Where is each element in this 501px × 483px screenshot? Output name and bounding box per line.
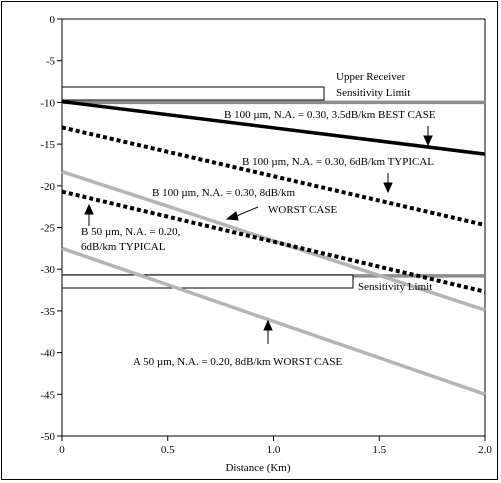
series-line-b100-typical — [61, 125, 486, 227]
upper-limit-label-box — [61, 86, 325, 101]
annotation-b100-worst-2: WORST CASE — [268, 204, 337, 216]
arrow-b100-typical — [383, 173, 393, 194]
arrow-a50-worst — [263, 319, 273, 344]
annotation-b100-worst-1: B 100 µm, N.A. = 0.30, 8dB/km — [152, 187, 295, 199]
y-tick-label: -40 — [40, 348, 55, 360]
arrow-b50-typical — [84, 203, 94, 226]
series-line-b50-typical — [61, 189, 486, 294]
x-tick-label: 1.5 — [372, 444, 386, 456]
y-ticks: 0 -5 -10 -15 -20 -25 -30 -35 -40 -45 -50 — [40, 14, 62, 443]
x-tick-label: 0 — [59, 444, 65, 456]
annotation-a50-worst: A 50 µm, N.A. = 0.20, 8dB/km WORST CASE — [133, 356, 343, 368]
series-lines — [61, 99, 486, 396]
upper-limit-label-2: Sensitivity Limit — [336, 87, 410, 99]
x-ticks: 0 0.5 1.0 1.5 2.0 — [59, 436, 492, 456]
y-tick-label: 0 — [50, 14, 56, 26]
sensitivity-limit-label-box — [61, 274, 354, 289]
annotation-b100-typical: B 100 µm, N.A. = 0.30, 6dB/km TYPICAL — [242, 156, 434, 168]
upper-limit-label-1: Upper Receiver — [336, 71, 406, 83]
x-tick-label: 2.0 — [478, 444, 492, 456]
annotation-arrows — [84, 126, 433, 344]
y-tick-label: -5 — [46, 56, 56, 68]
y-tick-label: -45 — [40, 389, 55, 401]
sensitivity-limit-label: Sensitivity Limit — [358, 281, 432, 293]
annotation-b50-typical-1: B 50 µm, N.A. = 0.20, — [81, 226, 181, 238]
y-tick-label: -20 — [40, 181, 55, 193]
x-axis-title: Distance (Km) — [225, 462, 290, 474]
arrow-b100-worst — [225, 206, 259, 221]
arrow-b100-best — [423, 126, 433, 147]
series-line-b100-best — [61, 99, 486, 156]
y-tick-label: -10 — [40, 97, 55, 109]
y-tick-label: -30 — [40, 264, 55, 276]
y-tick-label: -15 — [40, 139, 55, 151]
y-tick-label: -25 — [40, 223, 55, 235]
annotation-b100-best: B 100 µm, N.A. = 0.30, 3.5dB/km BEST CAS… — [224, 109, 436, 121]
x-tick-label: 1.0 — [267, 444, 281, 456]
annotation-b50-typical-2: 6dB/km TYPICAL — [81, 241, 166, 253]
y-tick-label: -35 — [40, 306, 55, 318]
x-tick-label: 0.5 — [161, 444, 175, 456]
y-tick-label: -50 — [40, 431, 55, 443]
series-line-a50-worst — [61, 246, 486, 396]
